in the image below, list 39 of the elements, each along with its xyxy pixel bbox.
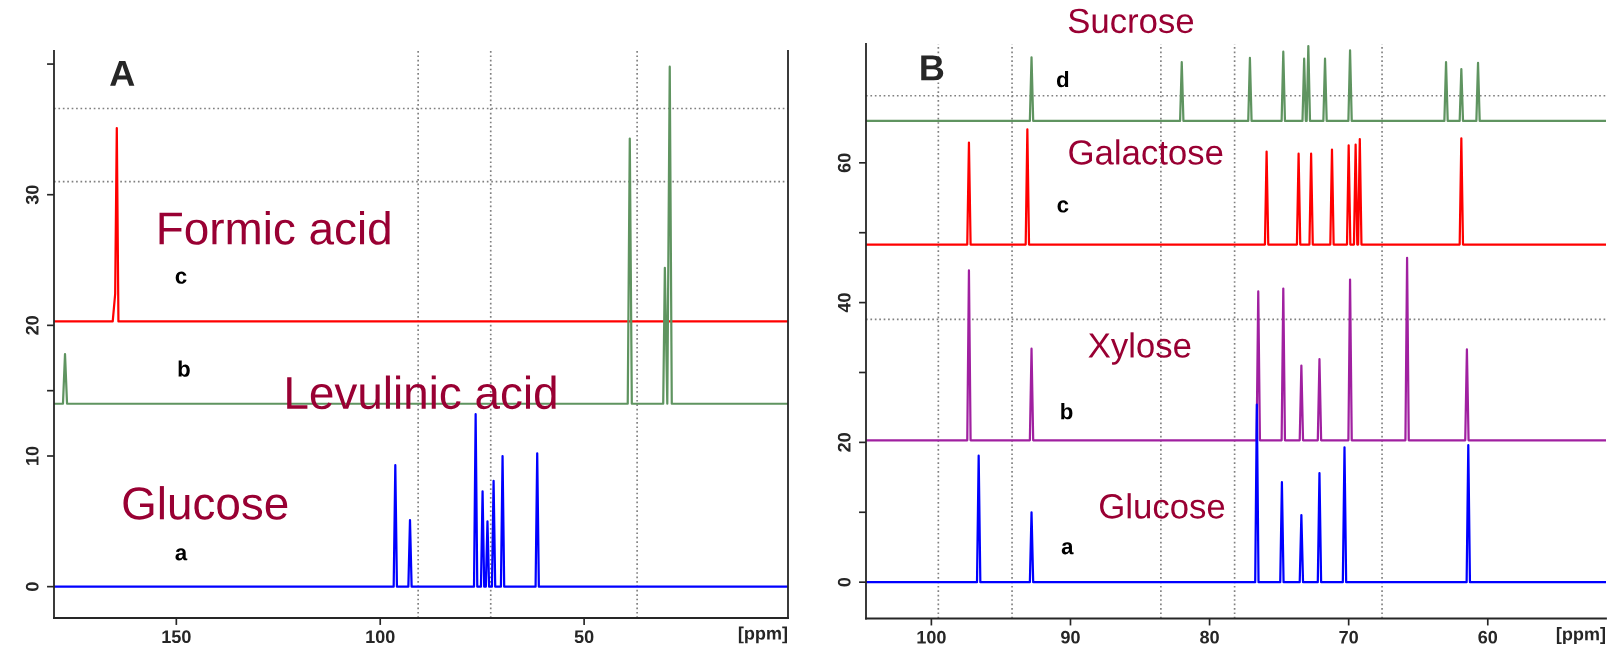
annotation: Glucose [123,486,288,520]
line-series [866,256,1606,442]
x-tick-label: 150 [162,630,191,644]
chart-title: A [110,61,135,86]
x-tick-label: 60 [1478,630,1498,644]
annotation: Formic acid [159,211,390,245]
line-series [866,128,1606,246]
line-series [866,44,1606,122]
series-label: c [175,271,187,284]
y-tick-label: 20 [25,316,39,335]
y-tick-label: 10 [25,446,39,465]
text: Sucrose [1068,8,1194,34]
chart-title: B [921,55,944,81]
annotation: Galactose [1069,139,1223,165]
x-tick-label: 100 [917,630,946,644]
line-series [866,403,1606,584]
y-tick-label: 20 [837,433,851,452]
x-axis-title: [ppm] [738,626,787,644]
x-tick-label: 50 [574,630,594,644]
series-label: a [1061,542,1074,555]
x-tick-label: 80 [1200,630,1219,644]
x-tick-label: 100 [366,630,395,644]
annotation: Xylose [1088,332,1191,365]
series-label: b [178,360,190,377]
y-tick-label: 60 [837,153,851,173]
line-series [54,413,788,588]
y-tick-label: 40 [837,293,851,313]
series-label: a [175,548,188,561]
x-tick-label: 90 [1061,630,1080,644]
y-tick-label: 0 [25,582,39,591]
series-label: d [1056,70,1069,88]
annotation: Glucose [1100,493,1225,519]
x-tick-label: 70 [1339,630,1358,644]
series-label: c [1057,200,1069,213]
annotation: Levulinic acid [287,375,556,410]
y-tick-label: 0 [837,577,851,587]
y-tick-label: 30 [25,185,39,205]
x-axis-title: [ppm] [1556,627,1605,644]
series-label: b [1061,403,1073,420]
